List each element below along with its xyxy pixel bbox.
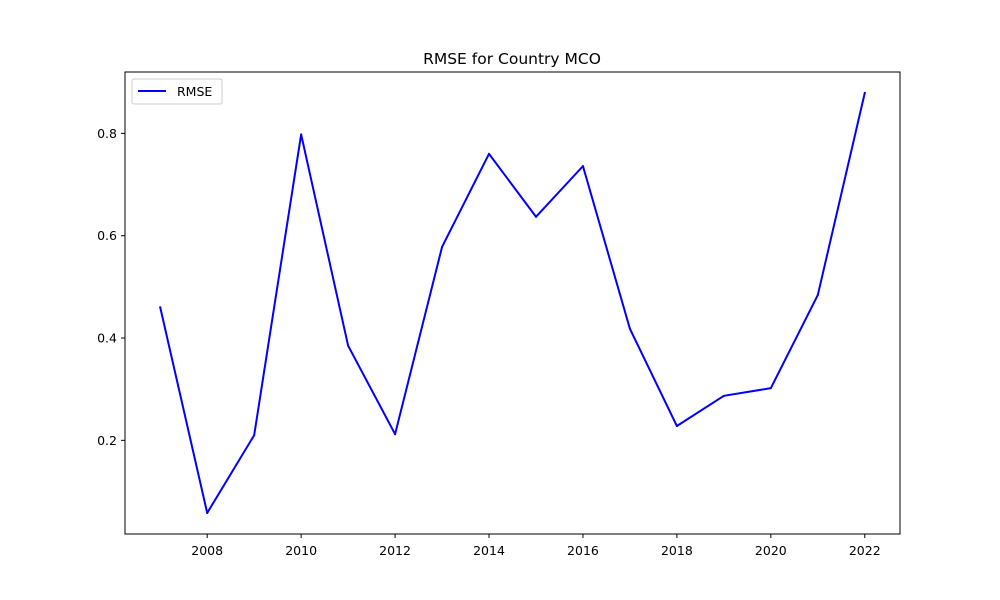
legend: RMSE <box>131 78 223 105</box>
data-point <box>488 152 491 155</box>
y-tick-label: 0.6 <box>97 228 117 243</box>
x-tick-label: 2012 <box>379 543 411 558</box>
data-point <box>628 327 631 330</box>
series-line-rmse <box>159 91 866 514</box>
data-point <box>441 245 444 248</box>
x-tick-label: 2014 <box>473 543 505 558</box>
y-tick-label: 0.8 <box>97 126 117 141</box>
data-point <box>206 511 209 514</box>
data-point <box>722 394 725 397</box>
data-point <box>769 387 772 390</box>
data-point <box>159 306 162 309</box>
x-tick-label: 2010 <box>285 543 317 558</box>
x-tick-label: 2016 <box>567 543 599 558</box>
x-tick-label: 2008 <box>191 543 223 558</box>
y-tick-label: 0.4 <box>97 331 117 346</box>
data-point <box>253 434 256 437</box>
y-tick-label: 0.2 <box>97 433 117 448</box>
data-point <box>300 133 303 136</box>
axes-frame <box>124 71 901 535</box>
legend-frame <box>131 78 223 105</box>
data-point <box>816 294 819 297</box>
legend-label: RMSE <box>177 84 212 99</box>
plot-area: 2008 2010 2012 2014 2016 2018 2020 2022 0.2 0.4 0.… <box>97 71 901 558</box>
data-point <box>347 344 350 347</box>
data-point <box>675 425 678 428</box>
x-tick-label: 2020 <box>755 543 787 558</box>
x-tick-label: 2018 <box>661 543 693 558</box>
x-tick-label: 2022 <box>849 543 881 558</box>
data-point <box>581 165 584 168</box>
chart-title: RMSE for Country MCO <box>423 50 601 68</box>
data-point <box>394 433 397 436</box>
data-point <box>863 91 866 94</box>
data-point <box>534 215 537 218</box>
